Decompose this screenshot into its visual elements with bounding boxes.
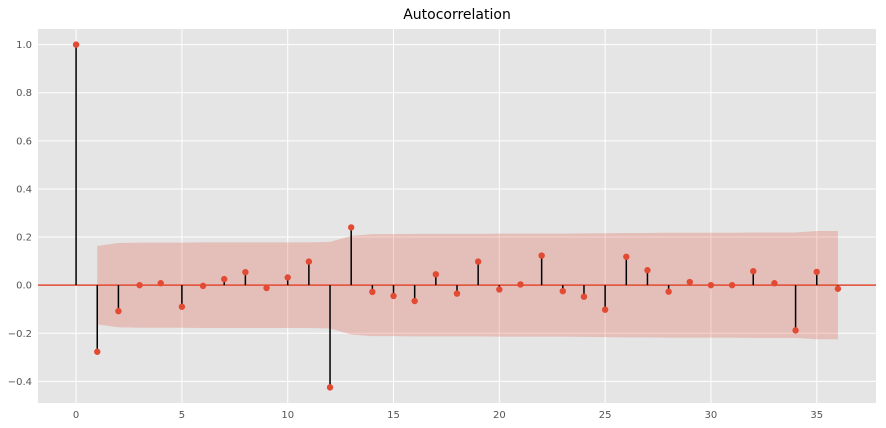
acf-marker bbox=[644, 267, 651, 274]
acf-marker bbox=[242, 268, 249, 276]
chart-title: Autocorrelation bbox=[403, 7, 511, 23]
acf-marker bbox=[94, 348, 101, 355]
acf-marker bbox=[580, 293, 588, 300]
acf-marker bbox=[559, 287, 567, 295]
x-tick-label: 10 bbox=[281, 410, 294, 421]
acf-marker bbox=[453, 290, 461, 297]
x-tick-label: 25 bbox=[599, 410, 612, 421]
acf-marker bbox=[178, 303, 186, 310]
y-tick-label: 0.8 bbox=[16, 88, 32, 99]
acf-marker bbox=[474, 258, 482, 265]
acf-marker bbox=[750, 267, 757, 275]
acf-marker bbox=[538, 252, 545, 259]
x-tick-label: 0 bbox=[73, 410, 79, 421]
y-tick-label: 1.0 bbox=[16, 40, 32, 51]
x-tick-labels: 0 5 10 15 20 25 30 35 bbox=[73, 410, 823, 421]
y-tick-label: 0.4 bbox=[16, 184, 32, 195]
x-tick-label: 35 bbox=[810, 410, 823, 421]
x-tick-label: 15 bbox=[387, 410, 400, 421]
acf-marker bbox=[305, 258, 313, 265]
acf-marker bbox=[326, 384, 334, 391]
y-tick-label: 0.6 bbox=[16, 136, 32, 147]
acf-marker bbox=[792, 327, 799, 334]
acf-marker bbox=[601, 306, 609, 313]
x-tick-label: 5 bbox=[179, 410, 185, 421]
acf-marker bbox=[157, 280, 164, 287]
acf-marker bbox=[771, 280, 778, 287]
plot-background bbox=[38, 29, 876, 403]
acf-marker bbox=[411, 297, 418, 305]
y-tick-label: −0.4 bbox=[8, 377, 32, 388]
acf-marker bbox=[686, 278, 693, 286]
acf-marker bbox=[432, 271, 440, 278]
x-tick-label: 20 bbox=[493, 410, 506, 421]
acf-marker bbox=[284, 274, 291, 281]
x-tick-label: 30 bbox=[705, 410, 718, 421]
acf-marker bbox=[390, 292, 397, 300]
acf-marker bbox=[347, 224, 355, 231]
acf-marker bbox=[263, 284, 270, 292]
acf-marker bbox=[834, 285, 842, 292]
y-tick-label: 0.0 bbox=[16, 281, 32, 292]
acf-marker bbox=[199, 282, 207, 290]
acf-marker bbox=[369, 288, 376, 296]
acf-marker bbox=[221, 275, 228, 283]
y-tick-label: −0.2 bbox=[8, 329, 32, 340]
acf-marker bbox=[707, 281, 715, 289]
acf-marker bbox=[136, 281, 143, 289]
stems bbox=[75, 44, 839, 388]
acf-marker bbox=[115, 307, 122, 315]
markers bbox=[72, 41, 842, 391]
acf-marker bbox=[72, 41, 80, 48]
acf-marker bbox=[496, 286, 503, 293]
acf-marker bbox=[517, 281, 524, 288]
y-tick-label: 0.2 bbox=[16, 233, 32, 244]
acf-marker bbox=[728, 281, 736, 289]
acf-marker bbox=[813, 268, 820, 276]
acf-marker bbox=[665, 288, 672, 295]
acf-marker bbox=[623, 253, 630, 260]
y-tick-labels: −0.4 −0.2 0.0 0.2 0.4 0.6 0.8 1.0 bbox=[8, 40, 32, 388]
